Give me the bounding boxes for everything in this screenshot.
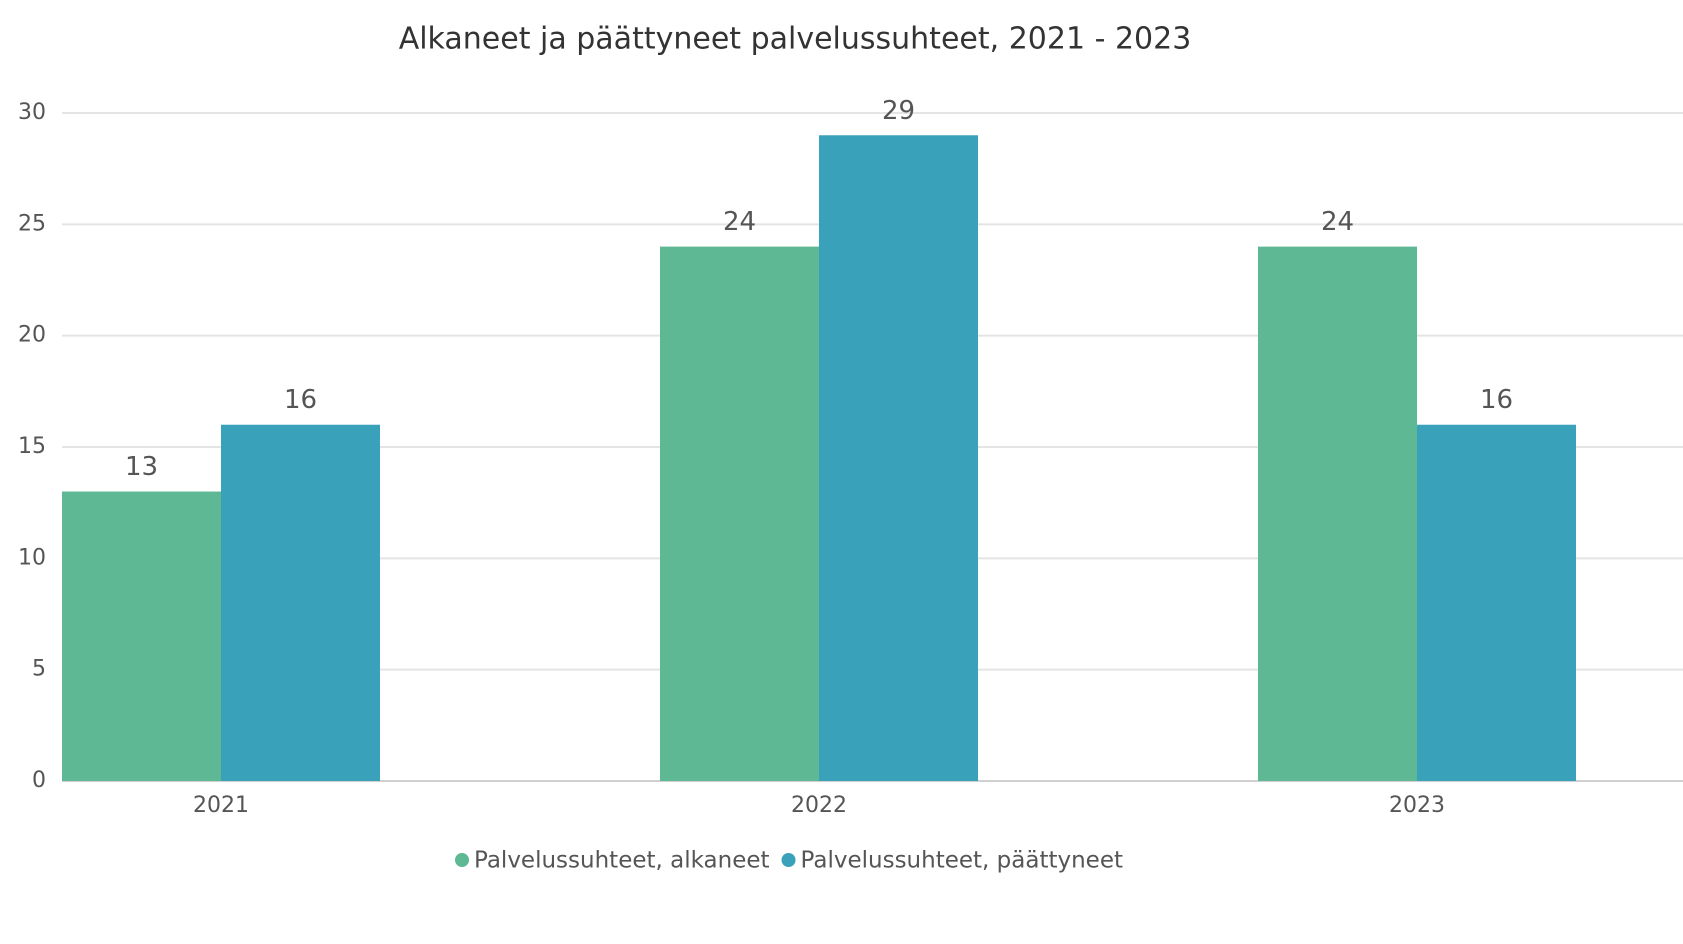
legend-marker (455, 853, 469, 867)
value-label: 16 (284, 385, 317, 415)
y-tick-label: 20 (18, 323, 46, 348)
bar (660, 246, 819, 782)
y-tick-label: 5 (32, 657, 46, 682)
y-tick-label: 25 (18, 211, 46, 236)
chart-title: Alkaneet ja päättyneet palvelussuhteet, … (399, 22, 1192, 57)
value-label: 16 (1480, 385, 1513, 415)
x-tick-label: 2021 (193, 793, 249, 818)
legend-marker (781, 853, 796, 867)
legend-label: Palvelussuhteet, päättyneet (801, 848, 1123, 874)
bar (1417, 424, 1576, 781)
x-tick-label: 2022 (791, 793, 847, 818)
bar (221, 424, 380, 781)
y-tick-label: 15 (18, 434, 46, 459)
y-tick-label: 0 (32, 768, 46, 793)
bar (1258, 246, 1417, 782)
legend-label: Palvelussuhteet, alkaneet (474, 848, 770, 874)
x-tick-label: 2023 (1389, 793, 1445, 818)
y-tick-label: 30 (18, 100, 46, 125)
bar (62, 491, 221, 781)
bar (819, 135, 978, 781)
value-label: 13 (125, 452, 158, 482)
value-label: 29 (882, 96, 915, 126)
y-tick-label: 10 (18, 545, 46, 570)
value-label: 24 (723, 207, 756, 237)
value-label: 24 (1321, 207, 1354, 237)
